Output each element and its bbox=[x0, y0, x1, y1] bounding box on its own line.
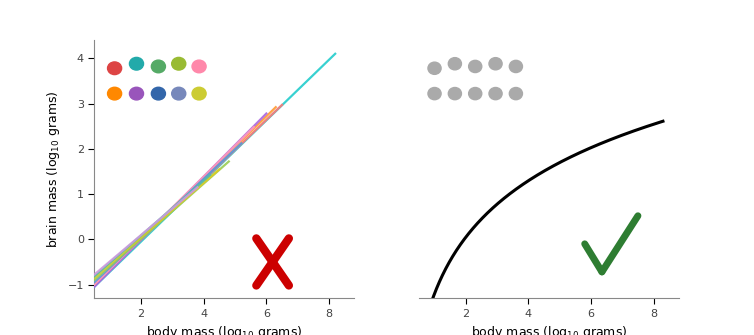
X-axis label: body mass (log$_{10}$ grams): body mass (log$_{10}$ grams) bbox=[146, 324, 302, 335]
Ellipse shape bbox=[469, 60, 482, 73]
Ellipse shape bbox=[428, 62, 441, 74]
Ellipse shape bbox=[152, 87, 165, 100]
Ellipse shape bbox=[108, 87, 121, 100]
Ellipse shape bbox=[130, 87, 143, 100]
Ellipse shape bbox=[449, 58, 461, 70]
Ellipse shape bbox=[489, 58, 502, 70]
Ellipse shape bbox=[172, 87, 185, 100]
Ellipse shape bbox=[130, 57, 143, 70]
X-axis label: body mass (log$_{10}$ grams): body mass (log$_{10}$ grams) bbox=[470, 324, 627, 335]
Ellipse shape bbox=[509, 60, 523, 73]
Ellipse shape bbox=[509, 87, 523, 100]
Ellipse shape bbox=[428, 87, 441, 100]
Y-axis label: brain mass (log$_{10}$ grams): brain mass (log$_{10}$ grams) bbox=[45, 90, 62, 248]
Ellipse shape bbox=[449, 87, 461, 100]
Ellipse shape bbox=[469, 87, 482, 100]
Ellipse shape bbox=[192, 87, 206, 100]
Ellipse shape bbox=[172, 57, 185, 70]
Ellipse shape bbox=[489, 87, 502, 100]
Ellipse shape bbox=[192, 60, 206, 73]
Ellipse shape bbox=[152, 60, 165, 73]
Ellipse shape bbox=[108, 62, 121, 75]
